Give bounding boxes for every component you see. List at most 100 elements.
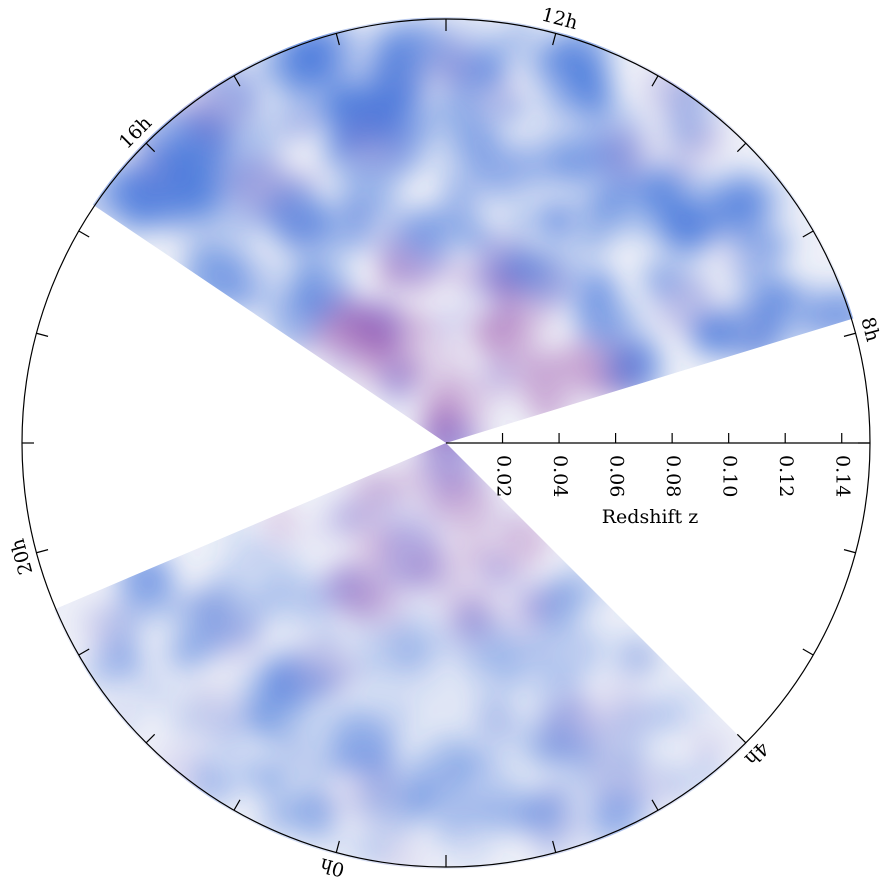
hour-tick [233, 799, 241, 811]
blob [390, 30, 454, 94]
blob [400, 784, 432, 816]
blob [460, 542, 488, 569]
blob [590, 681, 648, 739]
radial-axis-label: Redshift z [602, 506, 699, 528]
blob [691, 215, 717, 241]
blob [120, 172, 169, 222]
blob [293, 257, 353, 318]
radial-tick-label: 0.10 [719, 455, 741, 497]
blob [496, 27, 523, 54]
blob [347, 200, 370, 223]
blob [241, 537, 274, 571]
blob [529, 391, 564, 426]
hour-tick [233, 75, 241, 87]
blob [141, 580, 181, 620]
blob [104, 639, 140, 674]
blob [293, 638, 350, 695]
blob [755, 225, 794, 264]
blob [488, 344, 549, 404]
blob [470, 224, 492, 247]
blob [531, 273, 573, 315]
blob [257, 656, 301, 700]
blob [593, 185, 626, 218]
blob [492, 796, 536, 840]
blob [243, 694, 276, 728]
blob [455, 827, 502, 869]
blob [421, 250, 451, 280]
blob [268, 193, 332, 257]
blob [485, 185, 507, 207]
blob [495, 593, 545, 644]
blob [685, 319, 723, 358]
hour-tick [78, 648, 90, 656]
blob [770, 280, 794, 305]
blob [221, 602, 269, 651]
blob [262, 510, 301, 549]
blob [574, 804, 631, 861]
blob [615, 190, 664, 240]
hour-tick [335, 33, 340, 46]
blob [244, 756, 287, 799]
blob [448, 265, 470, 286]
blob [147, 632, 193, 678]
blob [181, 678, 244, 741]
blob [393, 202, 443, 252]
hour-tick [651, 75, 659, 87]
blob [563, 262, 616, 315]
blob [379, 56, 408, 85]
hour-tick [802, 230, 814, 238]
blob [456, 120, 494, 159]
blob [326, 344, 356, 374]
radial-tick-label: 0.12 [775, 455, 797, 497]
blob [368, 89, 423, 144]
blob [567, 59, 619, 111]
blob [514, 125, 543, 153]
hour-tick [843, 549, 856, 554]
hour-tick [36, 549, 49, 554]
hour-tick [145, 733, 156, 744]
hour-tick [36, 332, 49, 337]
blob [438, 770, 494, 826]
hour-tick [651, 799, 659, 811]
hour-tick [335, 840, 340, 853]
blob [550, 669, 573, 692]
blob [409, 557, 457, 605]
blob [160, 145, 223, 209]
hour-tick [843, 332, 856, 337]
density-field [53, 17, 854, 869]
radial-tick-label: 0.06 [606, 455, 628, 497]
blob [412, 102, 472, 162]
blob [432, 306, 465, 339]
blob [691, 732, 718, 759]
blob [223, 196, 271, 244]
blob [257, 812, 286, 842]
blob [608, 335, 629, 356]
blob [643, 748, 680, 784]
blob [316, 704, 368, 756]
blob [384, 328, 405, 349]
blob [439, 575, 502, 637]
blob [721, 296, 783, 358]
blob [365, 688, 420, 743]
blob [366, 146, 400, 181]
blob [576, 226, 600, 251]
blob [601, 132, 650, 180]
radial-tick-label: 0.04 [549, 455, 571, 497]
blob [440, 477, 497, 534]
blob [542, 35, 585, 78]
blob [463, 646, 520, 703]
hour-tick [78, 230, 90, 238]
blob [421, 683, 481, 743]
blob [373, 265, 403, 295]
blob [545, 125, 609, 189]
hour-label: 20h [7, 536, 38, 577]
blob [473, 43, 514, 84]
blob [216, 108, 252, 144]
blob [715, 732, 736, 754]
density-blobs [72, 17, 854, 869]
blob [649, 697, 686, 734]
blob [138, 676, 166, 703]
blob [491, 501, 524, 534]
blob [313, 753, 339, 778]
